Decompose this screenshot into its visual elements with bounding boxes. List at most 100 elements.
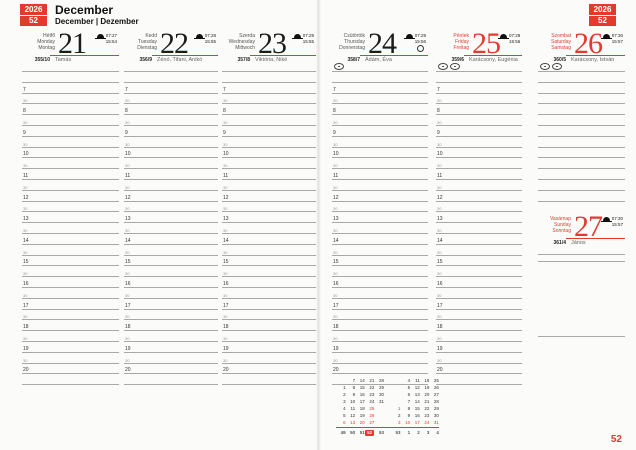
hour-label: 17 [437, 302, 443, 309]
writing-line [222, 72, 316, 83]
week-number-label: 52 [29, 16, 38, 25]
half-hour-line: 30 [332, 115, 428, 126]
writing-line [436, 72, 522, 83]
half-hour-line: 30 [22, 94, 119, 105]
hour-label: 16 [437, 280, 443, 287]
writing-line [332, 374, 428, 386]
half-hour-line: 30 [222, 331, 316, 342]
minical-day: 29 [433, 406, 439, 411]
half-hour-line: 30 [124, 202, 218, 213]
day-column-friday: Péntek Friday Freitag 25 07:29 15:56 359/6 Kará… [436, 29, 522, 386]
half-hour-line: 30 [222, 288, 316, 299]
hour-line: 15 [124, 256, 218, 267]
half-hour-line: 30 [332, 245, 428, 256]
hour-line: 20 [124, 364, 218, 375]
minical-day: 5 [343, 413, 346, 418]
half-hour-label: 30 [125, 292, 130, 298]
weekday-label: Donnerstag [339, 45, 365, 51]
hour-label: 11 [437, 172, 443, 179]
half-hour-line: 30 [22, 245, 119, 256]
hour-label: 7 [223, 86, 226, 93]
mini-calendar-row: 3 10 17 24 31 7 14 21 28 [336, 398, 439, 405]
half-hour-label: 30 [223, 227, 228, 233]
minical-day: 8 [407, 406, 411, 411]
half-hour-label: 30 [125, 163, 130, 169]
hour-line: 7 [222, 83, 316, 94]
sunrise-sunset-times: 07:29 15:56 [509, 33, 520, 44]
minical-day: 24 [424, 420, 430, 425]
sunset-icon [291, 34, 303, 39]
hour-label: 16 [223, 280, 229, 287]
half-hour-label: 30 [23, 227, 28, 233]
minical-day: 22 [424, 406, 430, 411]
day-of-year: 356/9 [139, 57, 152, 63]
half-hour-line: 30 [22, 180, 119, 191]
sunset-time: 15:56 [414, 38, 426, 44]
page-number: 52 [610, 434, 622, 445]
hour-line: 8 [222, 104, 316, 116]
hour-line: 13 [222, 212, 316, 224]
sunset-time: 15:55 [302, 38, 314, 44]
sunrise-time: 07:29 [414, 33, 426, 38]
minical-day [391, 391, 401, 398]
minical-month-gap [384, 419, 391, 426]
half-hour-label: 30 [437, 119, 442, 125]
allday-row [436, 63, 522, 72]
day-of-year: 361/4 [553, 240, 566, 246]
sunset-icon [94, 34, 106, 39]
half-hour-label: 30 [23, 271, 28, 277]
half-hour-label: 30 [333, 335, 338, 341]
nameday: János [571, 240, 586, 246]
day-column-saturday: Szombat Saturday Samstag 26 07:30 15:57 360/5 K… [538, 29, 625, 337]
hour-line: 11 [22, 169, 119, 180]
minical-week-number: 1 [407, 430, 411, 435]
hour-label: 19 [437, 345, 443, 352]
weekday-label: Saturday [550, 39, 571, 45]
minical-week-number: 2 [417, 430, 420, 435]
minical-day: 1 [398, 406, 401, 411]
day-header: Vasárnap Sunday Sonntag 27 07:30 15:57 [538, 212, 625, 242]
weekday-label: Csütörtök [343, 33, 365, 39]
half-hour-line: 30 [22, 266, 119, 278]
hour-label: 11 [223, 172, 229, 179]
weekday-labels: Péntek Friday Freitag [436, 33, 469, 51]
allday-row [332, 63, 428, 72]
half-hour-label: 30 [333, 292, 338, 298]
sun-times-block: 07:29 15:56 [498, 33, 522, 44]
sunrise-time: 07:28 [204, 33, 216, 38]
minical-day: 27 [433, 392, 439, 397]
half-hour-label: 30 [223, 292, 228, 298]
hour-line: 18 [22, 320, 119, 332]
nameday: Karácsony, István [571, 57, 615, 63]
hour-line: 13 [124, 212, 218, 224]
date-number: 23 [258, 27, 287, 60]
minical-month-gap [384, 391, 391, 398]
half-hour-label: 30 [437, 314, 442, 320]
hour-label: 12 [23, 194, 29, 201]
hour-label: 8 [125, 108, 128, 115]
hour-label: 15 [223, 259, 229, 266]
half-hour-line: 30 [22, 202, 119, 213]
hour-line: 12 [332, 191, 428, 202]
hour-line: 15 [22, 256, 119, 267]
hour-line: 20 [22, 364, 119, 375]
hour-line: 11 [332, 169, 428, 180]
day-of-year: 360/5 [553, 57, 566, 63]
day-subheader: 357/8 Viktória, Niké [222, 57, 316, 63]
hour-label: 8 [437, 108, 440, 115]
month-subtitle: December | Dezember [55, 17, 139, 26]
minical-day: 3 [398, 420, 401, 425]
day-column-sunday: Vasárnap Sunday Sonntag 27 07:30 15:57 361/4 Já… [538, 212, 625, 337]
sun-times-column: 07:29 15:55 [303, 33, 314, 44]
half-hour-label: 30 [223, 249, 228, 255]
writing-line [538, 115, 625, 126]
hour-grid: 7 30 8 30 9 30 10 30 11 30 12 30 13 30 14 30 15 30 16 30 17 3… [436, 72, 522, 386]
writing-line [538, 158, 625, 170]
half-hour-line: 30 [332, 137, 428, 148]
sun-times-block: 07:29 15:55 [291, 33, 316, 44]
half-hour-label: 30 [437, 335, 442, 341]
sunrise-sunset-times: 07:30 15:57 [612, 33, 623, 44]
writing-line [538, 148, 625, 159]
half-hour-line: 30 [222, 94, 316, 105]
mini-calendar-row: 4 11 18 25 1 8 15 22 29 [336, 405, 439, 412]
